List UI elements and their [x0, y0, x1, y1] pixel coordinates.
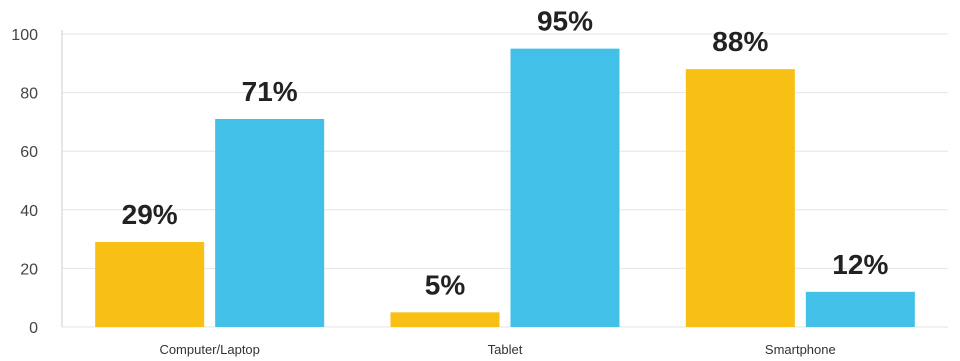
- y-tick-label-0: 0: [29, 320, 38, 337]
- x-tick-label-2: Smartphone: [765, 342, 836, 357]
- y-tick-label-100: 100: [11, 27, 38, 44]
- bars: [95, 48, 915, 328]
- y-axis: 0 20 40 60 80 100: [11, 27, 63, 337]
- data-label-0-1: 71%: [242, 76, 298, 107]
- y-tick-label-20: 20: [20, 261, 38, 278]
- data-label-2-1: 12%: [832, 249, 888, 280]
- bar-0-1: [215, 118, 325, 327]
- y-tick-label-40: 40: [20, 203, 38, 220]
- bar-2-1: [805, 291, 915, 327]
- data-labels: 29% 71% 5% 95% 88% 12%: [122, 6, 889, 301]
- data-label-2-0: 88%: [712, 26, 768, 57]
- data-label-1-0: 5%: [425, 269, 466, 300]
- x-tick-label-0: Computer/Laptop: [159, 342, 259, 357]
- gridlines: [62, 33, 948, 328]
- x-axis: Computer/Laptop Tablet Smartphone: [159, 342, 835, 357]
- bar-1-0: [390, 312, 500, 327]
- x-tick-label-1: Tablet: [488, 342, 523, 357]
- data-label-1-1: 95%: [537, 6, 593, 37]
- y-tick-label-60: 60: [20, 144, 38, 161]
- bar-0-0: [95, 242, 205, 327]
- bar-2-0: [685, 69, 795, 327]
- y-tick-label-80: 80: [20, 86, 38, 103]
- bar-1-1: [510, 48, 620, 328]
- data-label-0-0: 29%: [122, 199, 178, 230]
